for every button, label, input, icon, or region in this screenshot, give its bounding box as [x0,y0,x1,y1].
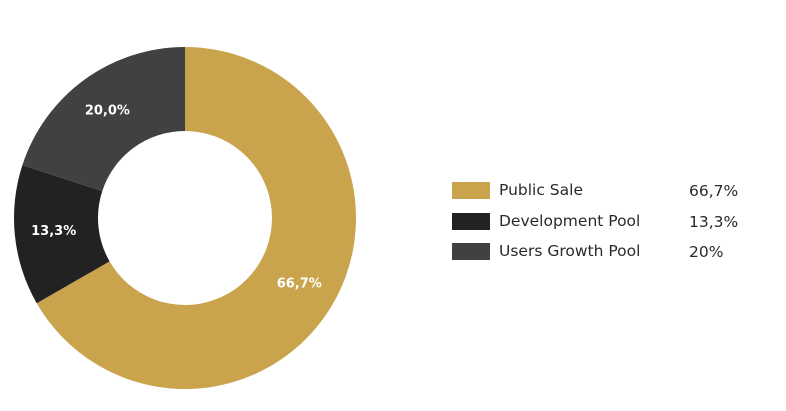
legend-value-users-growth-pool: 20% [689,243,724,261]
slice-label-users-growth-pool: 20,0% [85,104,130,119]
donut-slices [13,46,357,389]
legend-label-development-pool: Development Pool [499,211,641,230]
legend-value-development-pool: 13,3% [689,212,739,231]
legend-swatch-users-growth-pool [452,243,490,260]
donut-chart: 66,7% 13,3% 20,0% [13,46,357,389]
legend-label-users-growth-pool: Users Growth Pool [499,242,641,260]
legend-label-public-sale: Public Sale [499,181,583,199]
slice-label-public-sale: 66,7% [277,277,322,292]
legend-value-public-sale: 66,7% [689,182,739,200]
legend-item-public-sale: Public Sale 66,7% [452,179,772,210]
legend-item-development-pool: Development Pool 13,3% [452,210,772,241]
legend-item-users-growth-pool: Users Growth Pool 20% [452,240,772,271]
legend-swatch-public-sale [452,182,490,199]
donut-slice-labels: 66,7% 13,3% 20,0% [31,104,322,292]
slice-development-pool [13,165,110,304]
slice-label-development-pool: 13,3% [31,224,76,239]
slice-users-growth-pool [22,46,185,192]
slice-public-sale [36,47,357,389]
legend: Public Sale 66,7% Development Pool 13,3%… [452,179,772,271]
legend-swatch-development-pool [452,212,490,230]
